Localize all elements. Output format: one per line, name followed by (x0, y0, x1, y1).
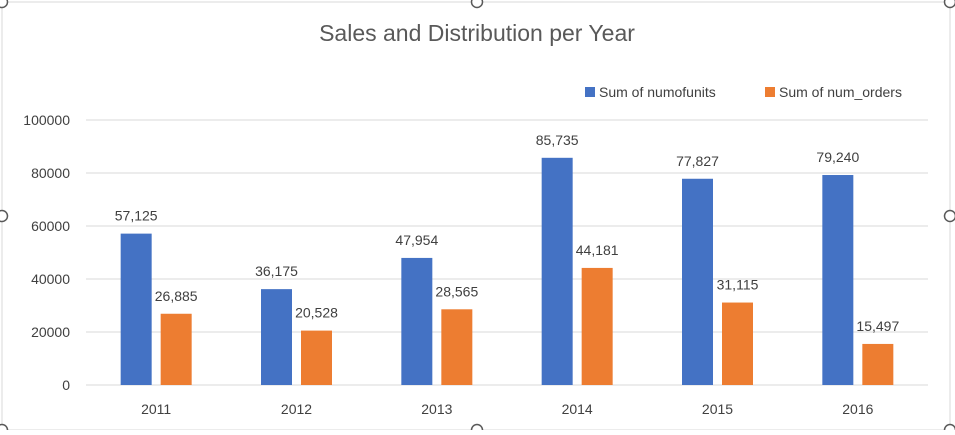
resize-handle-middle-left[interactable] (0, 211, 8, 222)
y-tick-label: 80000 (31, 165, 70, 181)
bar-num-orders-2014[interactable] (582, 268, 613, 385)
gridlines (86, 120, 928, 385)
legend-swatch-num-orders (765, 87, 775, 97)
bar-numofunits-2015[interactable] (682, 179, 713, 385)
data-label: 77,827 (676, 153, 719, 169)
x-axis-ticks: 2011 2012 2013 2014 2015 2016 (141, 401, 874, 417)
resize-handle-top-left[interactable] (0, 0, 8, 8)
resize-handle-top-center[interactable] (472, 0, 483, 8)
bar-num-orders-2016[interactable] (862, 344, 893, 385)
bar-numofunits-2012[interactable] (261, 289, 292, 385)
bar-num-orders-2015[interactable] (722, 303, 753, 385)
data-label: 31,115 (717, 277, 759, 293)
x-tick-label: 2014 (562, 401, 593, 417)
data-label: 47,954 (395, 232, 438, 248)
bars (121, 158, 894, 385)
bar-numofunits-2013[interactable] (401, 258, 432, 385)
resize-handle-bottom-center[interactable] (472, 425, 483, 431)
bar-num-orders-2012[interactable] (301, 331, 332, 385)
data-label: 44,181 (576, 242, 619, 258)
y-tick-label: 100000 (23, 112, 70, 128)
legend: Sum of numofunits Sum of num_orders (585, 84, 902, 100)
data-label: 36,175 (255, 263, 298, 279)
resize-handle-bottom-right[interactable] (945, 425, 955, 431)
y-axis-ticks: 0 20000 40000 60000 80000 100000 (23, 112, 70, 393)
bar-numofunits-2016[interactable] (822, 175, 853, 385)
bar-num-orders-2013[interactable] (441, 309, 472, 385)
legend-label-num-orders: Sum of num_orders (779, 84, 902, 100)
x-tick-label: 2011 (141, 401, 171, 417)
bar-numofunits-2014[interactable] (542, 158, 573, 385)
bar-num-orders-2011[interactable] (161, 314, 192, 385)
legend-label-numofunits: Sum of numofunits (599, 84, 716, 100)
x-tick-label: 2016 (842, 401, 873, 417)
y-tick-label: 40000 (31, 271, 70, 287)
x-tick-label: 2012 (281, 401, 312, 417)
legend-swatch-numofunits (585, 87, 595, 97)
y-tick-label: 60000 (31, 218, 70, 234)
resize-handle-middle-right[interactable] (945, 211, 955, 222)
resize-handle-top-right[interactable] (945, 0, 955, 8)
x-tick-label: 2015 (702, 401, 733, 417)
data-label: 26,885 (155, 288, 198, 304)
y-tick-label: 20000 (31, 324, 70, 340)
data-label: 28,565 (435, 283, 478, 299)
data-labels: 57,125 26,885 36,175 20,528 47,954 28,565 85,7… (115, 132, 900, 334)
data-label: 79,240 (816, 149, 859, 165)
bar-numofunits-2011[interactable] (121, 234, 152, 385)
x-tick-label: 2013 (421, 401, 452, 417)
data-label: 20,528 (295, 305, 338, 321)
data-label: 57,125 (115, 208, 158, 224)
y-tick-label: 0 (62, 377, 70, 393)
data-label: 15,497 (856, 318, 899, 334)
data-label: 85,735 (536, 132, 579, 148)
resize-handle-bottom-left[interactable] (0, 425, 8, 431)
chart-title: Sales and Distribution per Year (319, 20, 635, 46)
